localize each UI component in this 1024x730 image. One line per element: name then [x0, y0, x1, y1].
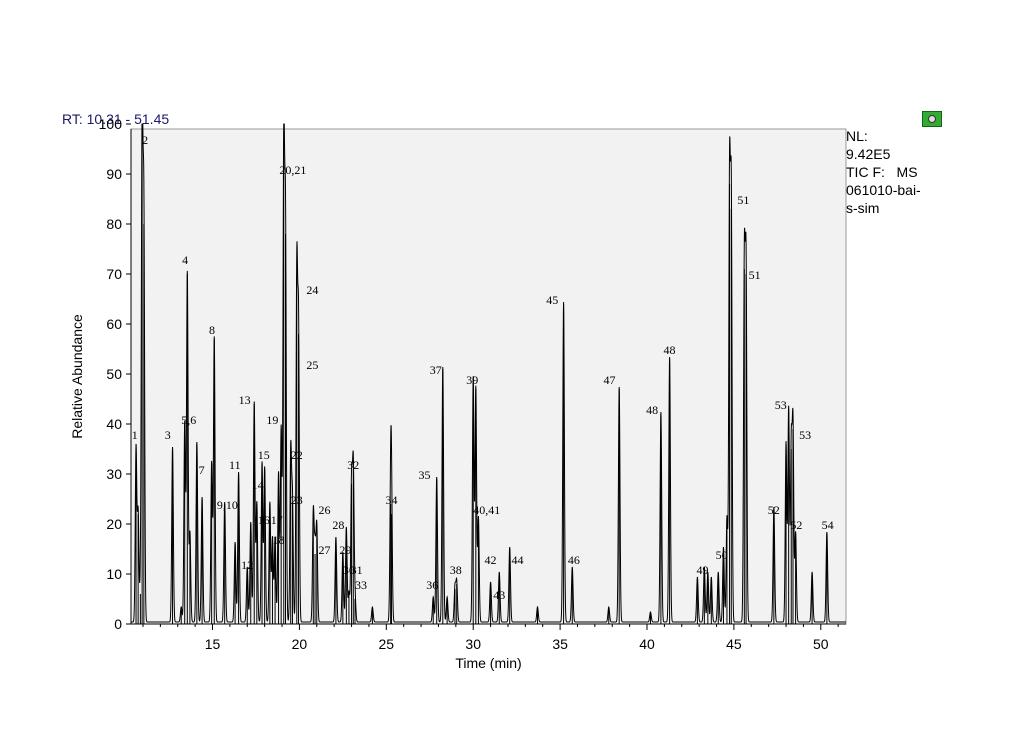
peak-label: 43 [493, 588, 505, 602]
peak-label: 8 [209, 323, 215, 337]
peak-label: 27 [319, 543, 331, 557]
peak-label: 47 [604, 373, 616, 387]
peak-label: 33 [355, 578, 367, 592]
peak-label: 44 [511, 553, 523, 567]
peak-label: 30 [343, 563, 355, 577]
x-tick-label: 35 [552, 636, 568, 652]
peak-label: 13 [239, 393, 251, 407]
x-axis-title: Time (min) [455, 655, 521, 671]
y-tick-label: 80 [106, 216, 122, 232]
peak-label: 15 [258, 448, 270, 462]
peak-label: 48 [646, 403, 658, 417]
peak-label: 53 [775, 398, 787, 412]
peak-label: 23 [291, 493, 303, 507]
peak-label: 31 [351, 563, 363, 577]
x-tick-label: 20 [292, 636, 308, 652]
peak-label: 46 [568, 553, 580, 567]
y-tick-label: 50 [106, 366, 122, 382]
peak-label: 38 [450, 563, 462, 577]
peak-label: 34 [385, 493, 397, 507]
y-tick-label: 40 [106, 416, 122, 432]
tic-filter-label: TIC F: MS [846, 164, 918, 180]
peak-label: 50 [716, 548, 728, 562]
peak-label: 26 [319, 503, 331, 517]
file-name-line-2: s-sim [846, 200, 880, 216]
peak-label: 37 [430, 363, 442, 377]
peak-label: 5,6 [181, 413, 196, 427]
peak-label: 42 [485, 553, 497, 567]
y-tick-label: 70 [106, 266, 122, 282]
peak-label: 20,21 [279, 163, 306, 177]
peak-label: 19 [266, 413, 278, 427]
peak-label: 48 [664, 343, 676, 357]
y-tick-label: 100 [99, 116, 123, 132]
peak-label: 51 [749, 268, 761, 282]
peak-label: 11 [229, 458, 241, 472]
view-toggle-icon[interactable] [922, 111, 942, 127]
peak-label: 35 [418, 468, 430, 482]
y-tick-label: 60 [106, 316, 122, 332]
x-tick-label: 50 [813, 636, 829, 652]
peak-label: 22 [291, 448, 303, 462]
nl-value: 9.42E5 [846, 146, 891, 162]
peak-label: 1 [132, 428, 138, 442]
peak-label: 9,10 [217, 498, 238, 512]
peak-label: 52 [768, 503, 780, 517]
nl-label: NL: [846, 128, 868, 144]
peak-label: 53 [799, 428, 811, 442]
peak-label: 28 [332, 518, 344, 532]
peak-label: 24 [306, 283, 318, 297]
x-tick-label: 30 [465, 636, 481, 652]
peak-label: 40,41 [473, 503, 500, 517]
tic-trace [131, 123, 846, 623]
peak-label: 7 [199, 463, 205, 477]
y-tick-label: 0 [114, 616, 122, 632]
y-tick-label: 20 [106, 516, 122, 532]
peak-label: 32 [347, 458, 359, 472]
peak-label: 39 [466, 373, 478, 387]
peak-label: 17 [271, 513, 283, 527]
peak-label: 2 [142, 133, 148, 147]
x-tick-label: 40 [639, 636, 655, 652]
peak-label: 18 [272, 533, 284, 547]
peak-label: 54 [822, 518, 834, 532]
x-tick-label: 45 [726, 636, 742, 652]
y-tick-label: 30 [106, 466, 122, 482]
peak-label: 14 [252, 478, 264, 492]
peak-label: 36 [426, 578, 438, 592]
y-axis-title: Relative Abundance [69, 314, 85, 439]
peak-label: 51 [737, 193, 749, 207]
peak-label: 12 [241, 558, 253, 572]
x-tick-label: 25 [379, 636, 395, 652]
peak-label: 49 [697, 563, 709, 577]
x-tick-label: 15 [205, 636, 221, 652]
peak-label: 45 [546, 293, 558, 307]
file-name-line-1: 061010-bai- [846, 182, 921, 198]
y-tick-label: 90 [106, 166, 122, 182]
peak-label: 25 [306, 358, 318, 372]
peak-label: 52 [790, 518, 802, 532]
rt-range-label: RT: 10.31 - 51.45 [62, 111, 170, 127]
peak-label: 3 [165, 428, 171, 442]
peak-label: 29 [339, 543, 351, 557]
peak-label: 16 [258, 513, 270, 527]
peak-label: 4 [182, 253, 188, 267]
y-tick-label: 10 [106, 566, 122, 582]
